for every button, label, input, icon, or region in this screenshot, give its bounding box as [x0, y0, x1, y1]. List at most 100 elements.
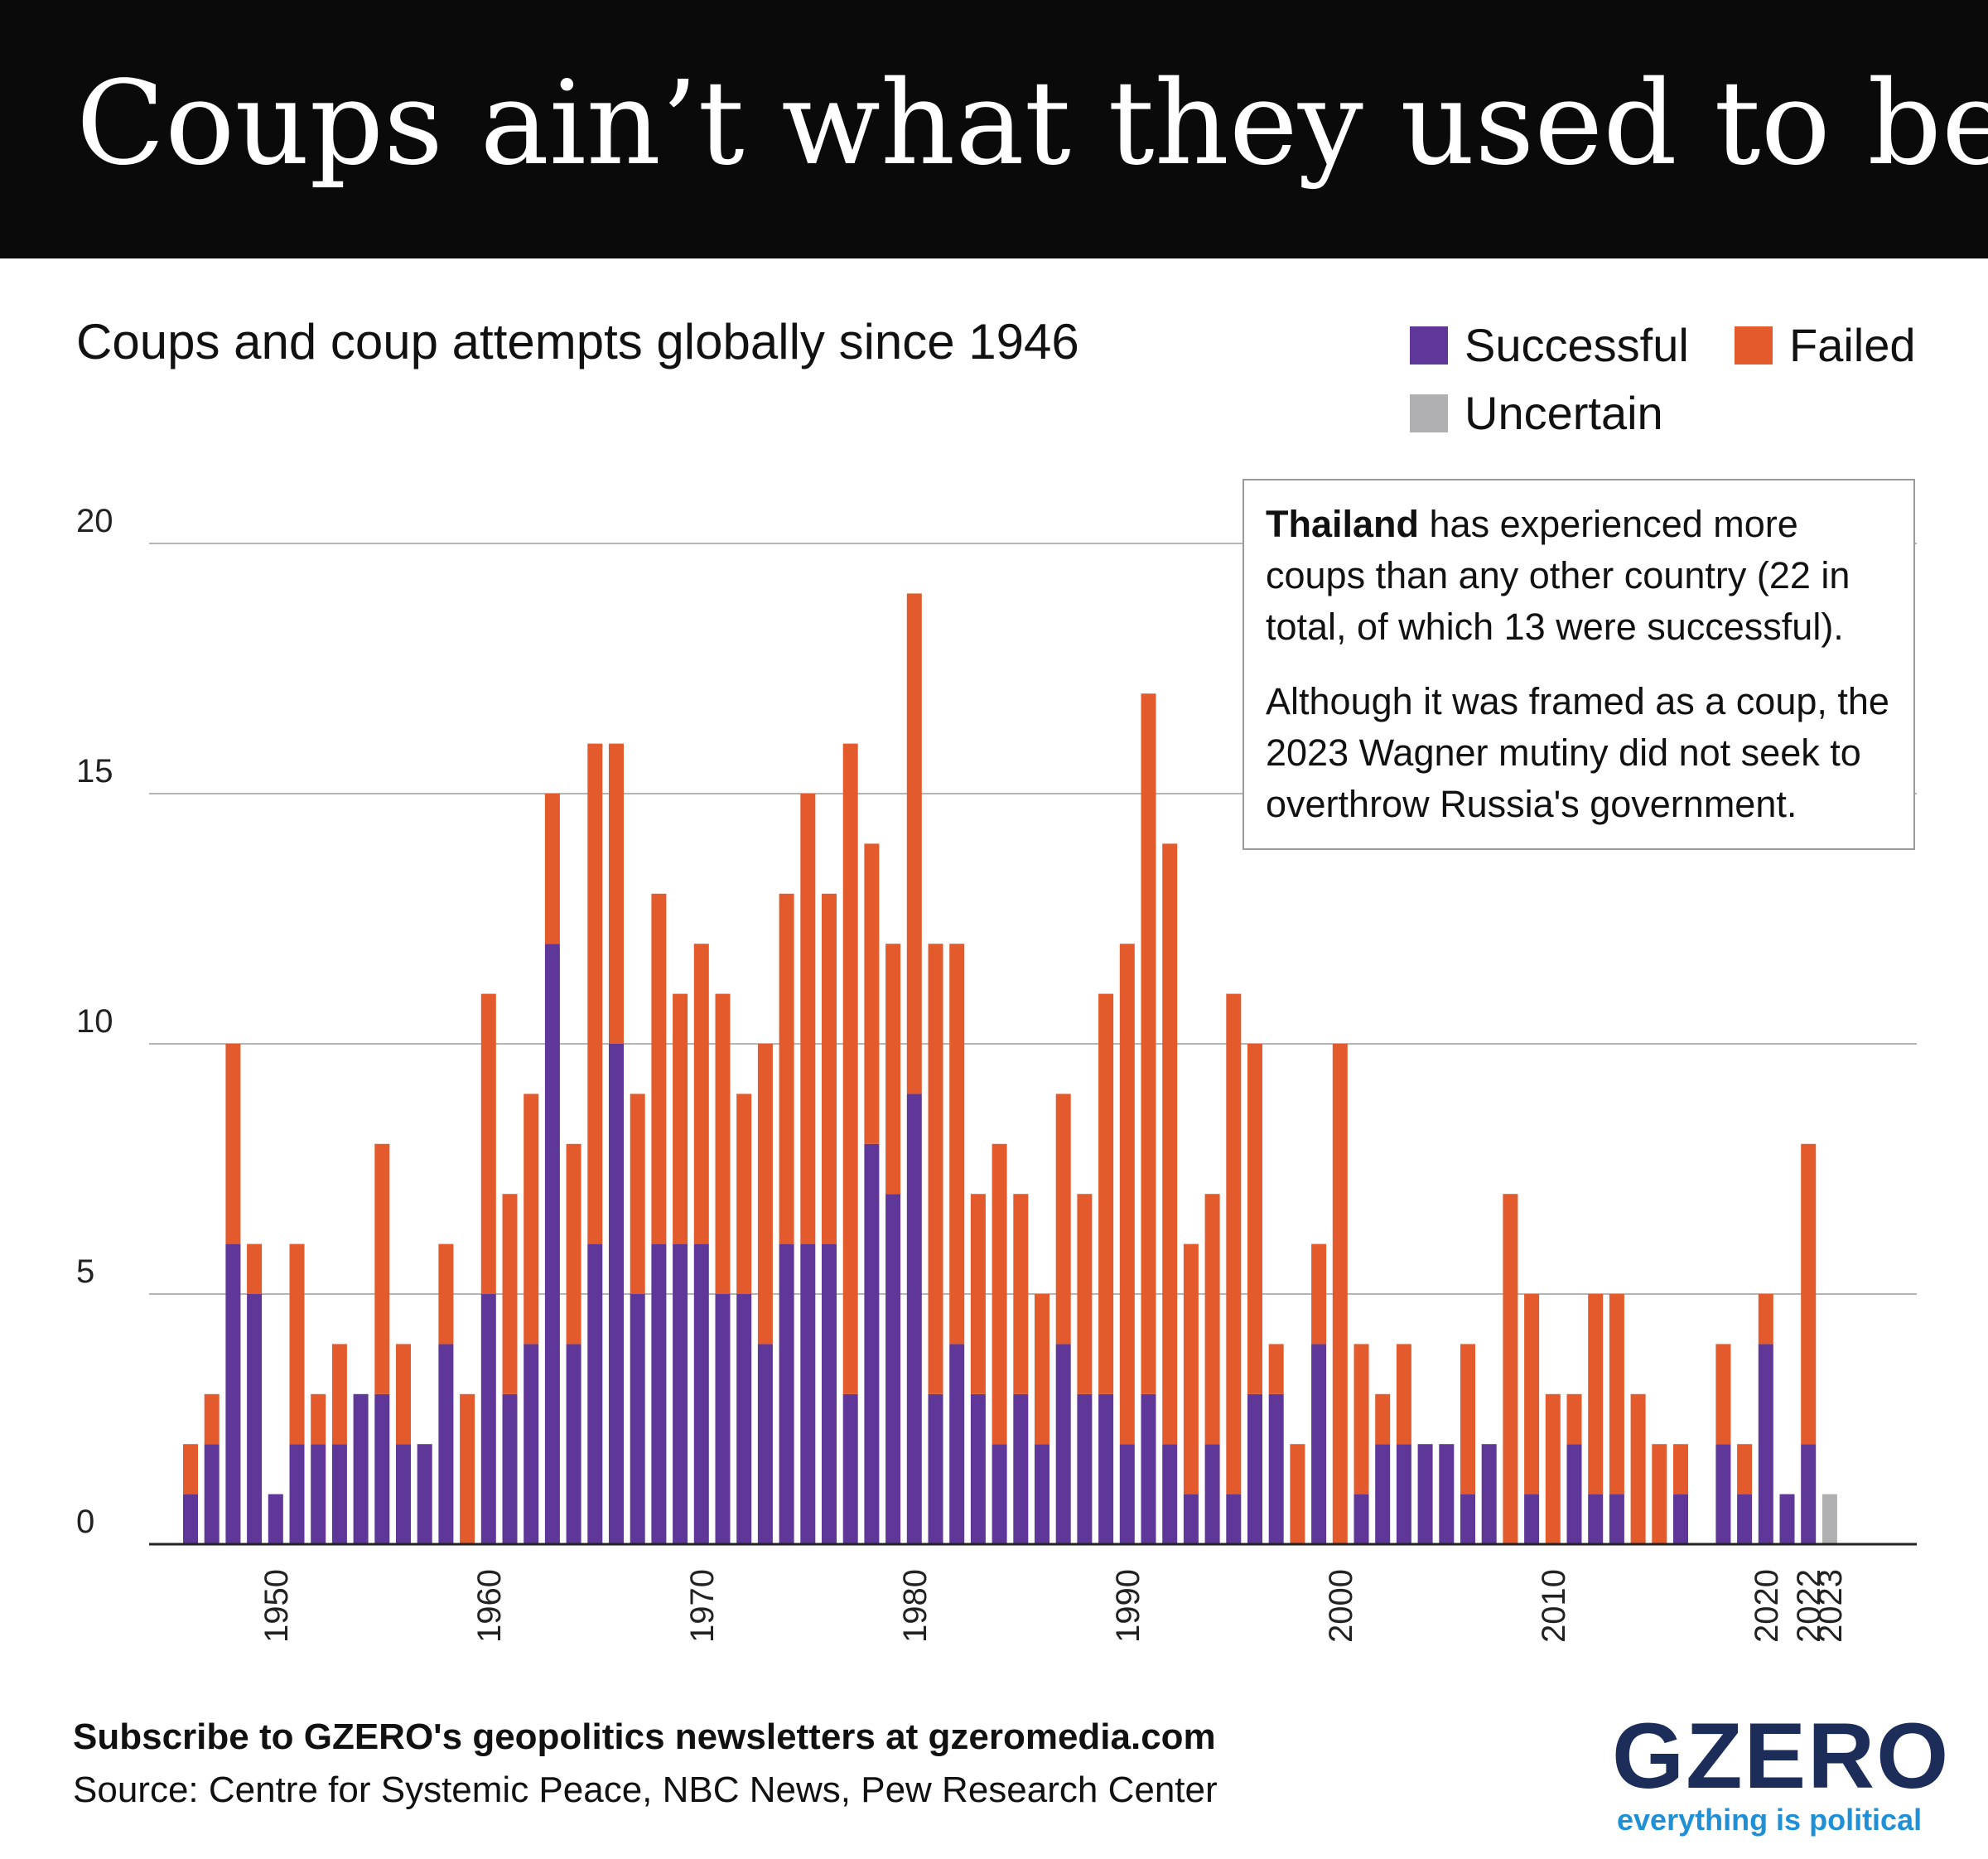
legend-failed: Failed — [1735, 318, 1916, 372]
bar-2002-failed — [1375, 1394, 1390, 1444]
legend-swatch-uncertain — [1410, 394, 1448, 432]
bar-1990-failed — [1120, 944, 1135, 1444]
bar-1951-failed — [290, 1244, 305, 1445]
header-bar: Coups ain’t what they used to be — [0, 0, 1988, 258]
bar-1995-successful — [1226, 1494, 1241, 1544]
legend-label-failed: Failed — [1789, 318, 1916, 372]
bar-1975-failed — [800, 794, 815, 1244]
bar-1981-failed — [929, 944, 943, 1394]
bar-1960-successful — [481, 1294, 496, 1544]
annotation-wagner: Although it was framed as a coup, the 20… — [1266, 676, 1892, 830]
bar-1975-successful — [800, 1244, 815, 1544]
bar-1974-successful — [779, 1244, 794, 1544]
bar-1990-successful — [1120, 1444, 1135, 1544]
bar-1988-successful — [1077, 1394, 1092, 1544]
bar-1994-successful — [1205, 1444, 1220, 1544]
y-tick-label-15: 15 — [76, 753, 113, 789]
annotation-box: Thailand has experienced more coups than… — [1242, 479, 1915, 850]
bar-1980-successful — [907, 1094, 922, 1544]
bar-1983-failed — [971, 1194, 986, 1394]
bar-1955-successful — [374, 1394, 389, 1544]
bar-1965-successful — [587, 1244, 602, 1544]
bar-1998-failed — [1290, 1444, 1305, 1544]
bar-1946-failed — [183, 1444, 198, 1494]
bar-2018-failed — [1715, 1344, 1730, 1444]
bar-1967-successful — [630, 1294, 645, 1544]
bar-2013-failed — [1609, 1294, 1624, 1494]
bar-1994-failed — [1205, 1194, 1220, 1444]
bar-2011-successful — [1567, 1444, 1582, 1544]
x-tick-label-1950: 1950 — [258, 1569, 295, 1643]
legend-swatch-failed — [1735, 326, 1773, 365]
bar-2014-failed — [1631, 1394, 1646, 1544]
bar-1970-failed — [694, 944, 709, 1243]
bar-1989-failed — [1098, 994, 1113, 1394]
bar-1999-failed — [1311, 1244, 1326, 1345]
bar-2022-successful — [1801, 1444, 1816, 1544]
bar-2008-failed — [1503, 1194, 1518, 1544]
bar-1987-successful — [1056, 1344, 1071, 1544]
bar-2016-successful — [1673, 1494, 1688, 1544]
bar-1986-failed — [1035, 1294, 1049, 1444]
bar-1982-failed — [949, 944, 964, 1344]
x-tick-label-1970: 1970 — [684, 1569, 721, 1643]
y-tick-label-0: 0 — [76, 1504, 94, 1540]
bar-1997-successful — [1269, 1394, 1284, 1544]
bar-1980-failed — [907, 593, 922, 1094]
y-tick-label-5: 5 — [76, 1253, 94, 1290]
bar-1988-failed — [1077, 1194, 1092, 1394]
bar-1981-successful — [929, 1394, 943, 1544]
y-tick-label-20: 20 — [76, 503, 113, 539]
bar-1984-failed — [992, 1144, 1007, 1444]
bar-1951-successful — [290, 1444, 305, 1544]
bar-2011-failed — [1567, 1394, 1582, 1444]
bar-2018-successful — [1715, 1444, 1730, 1544]
bar-1968-failed — [651, 894, 666, 1244]
bar-1955-failed — [374, 1144, 389, 1394]
bar-1964-failed — [567, 1144, 581, 1345]
bar-2003-failed — [1397, 1344, 1411, 1444]
bar-2012-failed — [1588, 1294, 1603, 1494]
bar-2003-successful — [1397, 1444, 1411, 1544]
bar-1992-failed — [1162, 843, 1177, 1444]
x-tick-label-2023: 2023 — [1812, 1569, 1849, 1643]
bar-2019-successful — [1737, 1494, 1752, 1544]
bar-2015-failed — [1652, 1444, 1667, 1544]
bar-1996-successful — [1247, 1394, 1262, 1544]
bar-1977-successful — [843, 1394, 858, 1544]
bar-1978-failed — [864, 843, 879, 1143]
bar-1961-successful — [503, 1394, 518, 1544]
bar-1947-failed — [205, 1394, 220, 1444]
bar-1966-successful — [609, 1044, 624, 1544]
bar-1993-successful — [1184, 1494, 1199, 1544]
bar-1960-failed — [481, 994, 496, 1294]
gzero-logo: GZERO — [1612, 1707, 1950, 1806]
gzero-tagline: everything is political — [1617, 1803, 1922, 1837]
bar-2020-failed — [1759, 1294, 1773, 1344]
x-tick-label-1980: 1980 — [897, 1569, 934, 1643]
bar-1996-failed — [1247, 1044, 1262, 1394]
bar-1974-failed — [779, 894, 794, 1244]
bar-1953-successful — [332, 1444, 347, 1544]
bar-1968-successful — [651, 1244, 666, 1544]
bar-1991-failed — [1141, 693, 1156, 1394]
x-tick-label-2000: 2000 — [1323, 1569, 1359, 1643]
bar-1953-failed — [332, 1344, 347, 1444]
bar-1982-successful — [949, 1344, 964, 1544]
bar-1973-successful — [758, 1344, 773, 1544]
bar-1999-successful — [1311, 1344, 1326, 1544]
bar-1958-failed — [438, 1244, 453, 1345]
bar-1952-successful — [311, 1444, 326, 1544]
bar-1969-failed — [673, 994, 688, 1244]
bar-1977-failed — [843, 744, 858, 1394]
bar-2004-successful — [1418, 1444, 1433, 1544]
bar-1985-failed — [1013, 1194, 1028, 1394]
bar-2006-failed — [1460, 1344, 1475, 1494]
bar-1976-failed — [822, 894, 837, 1244]
bar-1989-successful — [1098, 1394, 1113, 1544]
bar-1971-successful — [716, 1294, 731, 1544]
bar-2009-failed — [1524, 1294, 1539, 1494]
bar-1978-successful — [864, 1144, 879, 1544]
bar-2021-successful — [1780, 1494, 1795, 1544]
bar-2012-successful — [1588, 1494, 1603, 1544]
